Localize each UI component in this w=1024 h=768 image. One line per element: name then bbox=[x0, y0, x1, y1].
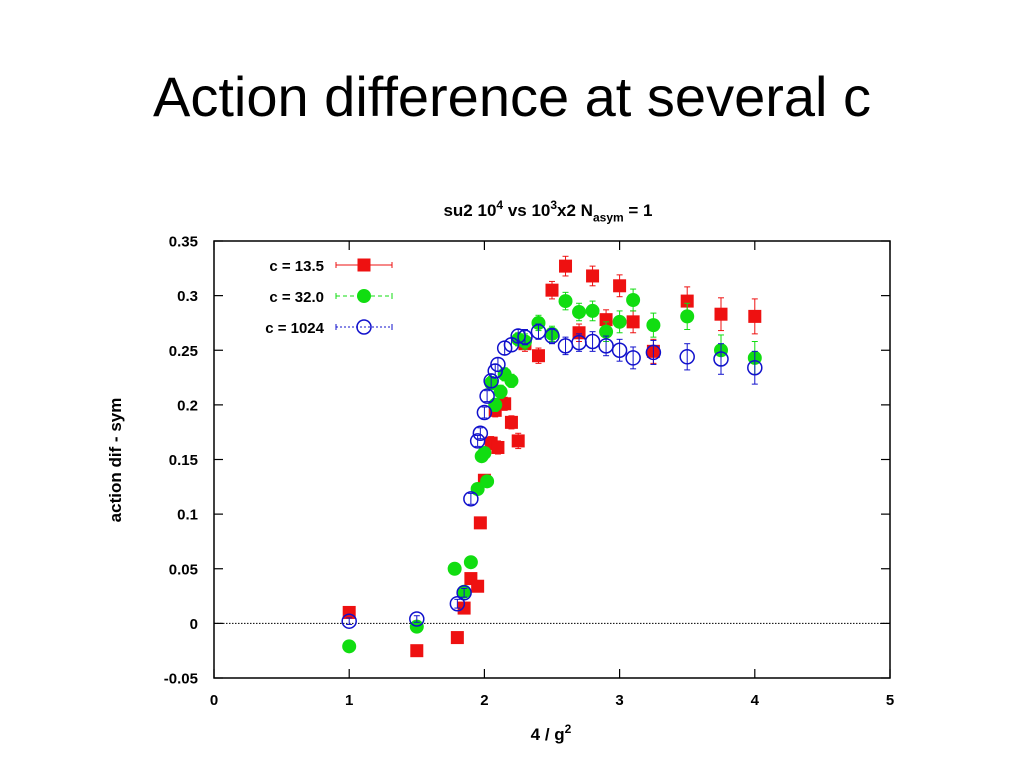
y-tick-label: 0.05 bbox=[169, 561, 198, 578]
data-point bbox=[559, 259, 573, 273]
y-tick-label: 0.25 bbox=[169, 343, 198, 360]
chart-title-part-0: su2 10 bbox=[443, 201, 496, 220]
data-point bbox=[625, 350, 641, 366]
data-point bbox=[457, 601, 471, 615]
data-point bbox=[586, 269, 600, 283]
data-point bbox=[747, 359, 763, 376]
data-point bbox=[613, 279, 627, 293]
data-series bbox=[341, 255, 763, 658]
chart-title-part-6: = 1 bbox=[624, 201, 653, 220]
legend: c = 13.5 c = 32.0 c = 1024 bbox=[265, 258, 393, 337]
data-point bbox=[626, 315, 640, 329]
data-point bbox=[714, 307, 728, 321]
x-tick-label: 2 bbox=[480, 692, 488, 709]
data-point bbox=[479, 388, 495, 404]
x-axis-label-part-1: 2 bbox=[565, 722, 572, 736]
data-point bbox=[531, 349, 545, 363]
y-tick-label: 0.3 bbox=[177, 288, 198, 305]
data-point bbox=[504, 373, 519, 388]
data-point bbox=[530, 323, 547, 340]
chart-title-part-4: x2 N bbox=[557, 201, 593, 220]
data-point bbox=[490, 356, 506, 373]
data-point bbox=[572, 305, 587, 320]
series-0 bbox=[342, 255, 762, 658]
chart-title-part-2: vs 10 bbox=[503, 201, 550, 220]
data-point bbox=[645, 344, 662, 361]
data-point bbox=[449, 595, 466, 612]
data-point bbox=[599, 313, 613, 327]
chart-title-part-1: 4 bbox=[496, 198, 503, 212]
data-point bbox=[472, 425, 489, 442]
data-point bbox=[680, 294, 694, 308]
data-point bbox=[463, 555, 478, 570]
data-point bbox=[679, 349, 695, 365]
data-point bbox=[341, 613, 357, 629]
x-tick-label: 3 bbox=[615, 692, 623, 709]
y-tick-label: 0.35 bbox=[169, 234, 198, 251]
data-point bbox=[480, 474, 495, 489]
x-axis-label-part-0: 4 / g bbox=[531, 725, 565, 744]
y-tick-label: 0.2 bbox=[177, 397, 198, 414]
plot-frame bbox=[213, 240, 891, 679]
data-point bbox=[680, 309, 695, 324]
data-point bbox=[342, 605, 356, 619]
data-point bbox=[477, 445, 492, 460]
series-2 bbox=[341, 323, 763, 629]
data-point bbox=[545, 283, 559, 297]
x-tick-label: 1 bbox=[345, 692, 353, 709]
data-point bbox=[517, 329, 533, 345]
data-point bbox=[748, 309, 762, 323]
data-point bbox=[487, 363, 503, 379]
data-point bbox=[491, 440, 505, 454]
data-point bbox=[585, 303, 600, 318]
y-tick-label: -0.05 bbox=[164, 671, 198, 688]
data-point bbox=[612, 314, 627, 329]
data-point bbox=[463, 491, 479, 507]
data-point bbox=[342, 639, 357, 654]
axis-ticks: 0 1 2 3 4 5 -0.05 0 0.05 0.1 0.15 0.2 0.25 0.3 0.35 bbox=[164, 234, 894, 710]
data-point bbox=[511, 434, 525, 448]
slide-title: Action difference at several c bbox=[152, 65, 872, 128]
chart-title: su2 104 vs 103x2 Nasym = 1 bbox=[443, 198, 652, 225]
data-point bbox=[504, 415, 518, 429]
data-point bbox=[599, 324, 614, 339]
data-point bbox=[456, 585, 472, 601]
legend-marker bbox=[357, 258, 371, 272]
y-tick-label: 0.15 bbox=[169, 452, 198, 469]
chart-title-part-3: 3 bbox=[550, 198, 557, 212]
x-tick-label: 4 bbox=[751, 692, 760, 709]
data-point bbox=[469, 433, 486, 449]
legend-label: c = 13.5 bbox=[269, 258, 324, 275]
data-point bbox=[646, 318, 661, 333]
data-point bbox=[476, 404, 493, 421]
data-point bbox=[493, 384, 508, 399]
data-point bbox=[558, 294, 573, 309]
x-axis-label: 4 / g2 bbox=[531, 722, 572, 744]
legend-label: c = 1024 bbox=[265, 320, 324, 337]
data-point bbox=[544, 328, 560, 344]
data-point bbox=[410, 644, 424, 658]
legend-label: c = 32.0 bbox=[269, 289, 324, 306]
legend-marker bbox=[356, 319, 372, 335]
x-tick-label: 0 bbox=[210, 692, 218, 709]
x-tick-label: 5 bbox=[886, 692, 894, 709]
data-point bbox=[450, 631, 464, 645]
data-point bbox=[584, 333, 601, 350]
data-point bbox=[713, 351, 729, 367]
data-point bbox=[473, 516, 487, 530]
y-tick-label: 0.1 bbox=[177, 507, 198, 524]
data-point bbox=[626, 292, 641, 307]
data-point bbox=[611, 342, 628, 358]
data-point bbox=[483, 373, 499, 389]
y-axis-label: action dif - sym bbox=[106, 398, 125, 523]
data-point bbox=[471, 579, 485, 593]
data-point bbox=[598, 338, 614, 354]
y-tick-label: 0 bbox=[190, 616, 198, 633]
chart-title-part-5: asym bbox=[593, 210, 624, 224]
series-1 bbox=[342, 288, 762, 654]
data-point bbox=[447, 561, 462, 576]
legend-marker bbox=[357, 289, 371, 303]
data-point bbox=[409, 611, 425, 627]
